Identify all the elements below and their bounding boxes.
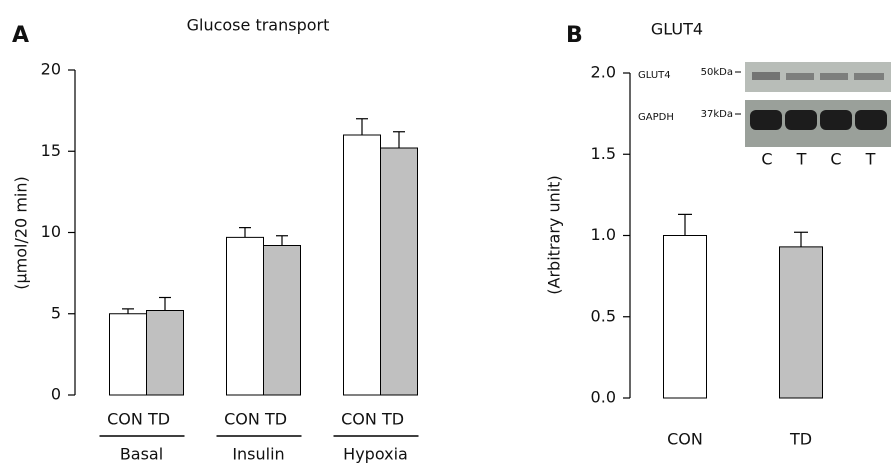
bar bbox=[110, 314, 147, 395]
bar bbox=[780, 247, 823, 398]
x-tick-label: Basal bbox=[120, 445, 163, 464]
blot-band bbox=[854, 73, 884, 80]
y-tick-label: 5 bbox=[51, 303, 61, 322]
chart-title: Glucose transport bbox=[187, 16, 330, 35]
legend-label: CON bbox=[107, 410, 143, 429]
x-tick-label: Hypoxia bbox=[343, 445, 408, 464]
legend-label: TD bbox=[147, 410, 170, 429]
blot-row-label: GLUT4 bbox=[638, 70, 671, 81]
blot-row-label: GAPDH bbox=[638, 112, 674, 123]
bar bbox=[147, 311, 184, 396]
y-tick-label: 1.0 bbox=[591, 225, 616, 244]
y-axis-label: (μmol/20 min) bbox=[12, 176, 31, 290]
legend-label: CON bbox=[224, 410, 260, 429]
y-axis-label: (Arbitrary unit) bbox=[545, 175, 564, 294]
panel-label: A bbox=[12, 23, 29, 48]
y-tick-label: 2.0 bbox=[591, 63, 616, 82]
x-tick-label: TD bbox=[789, 430, 812, 449]
blot-lane-label: C bbox=[830, 150, 841, 169]
bar bbox=[227, 237, 264, 395]
blot-lane-label: T bbox=[865, 150, 876, 169]
blot bbox=[745, 62, 891, 147]
blot-band bbox=[752, 72, 780, 80]
legend-label: TD bbox=[264, 410, 287, 429]
blot-band bbox=[855, 110, 887, 130]
bar bbox=[664, 236, 707, 399]
y-tick-label: 15 bbox=[41, 141, 61, 160]
blot-band bbox=[785, 110, 817, 130]
y-tick-label: 1.5 bbox=[591, 144, 616, 163]
blot-marker: 50kDa bbox=[701, 67, 733, 78]
figure: A Glucose transport (μmol/20 min) B GLUT… bbox=[0, 0, 891, 466]
x-tick-label: CON bbox=[667, 430, 703, 449]
y-tick-label: 0.5 bbox=[591, 306, 616, 325]
y-tick-label: 10 bbox=[41, 222, 61, 241]
y-tick-label: 20 bbox=[41, 60, 61, 79]
x-tick-label: Insulin bbox=[232, 445, 284, 464]
blot-band bbox=[750, 110, 782, 130]
blot-band bbox=[820, 73, 848, 80]
bar bbox=[264, 246, 301, 396]
blot-band bbox=[820, 110, 852, 130]
panel-label: B bbox=[566, 23, 583, 48]
blot-lane-label: C bbox=[761, 150, 772, 169]
blot-marker: 37kDa bbox=[701, 109, 733, 120]
legend-label: CON bbox=[341, 410, 377, 429]
blot-lane-label: T bbox=[796, 150, 807, 169]
y-tick-label: 0.0 bbox=[591, 388, 616, 407]
legend-label: TD bbox=[381, 410, 404, 429]
blot-band bbox=[786, 73, 814, 80]
y-tick-label: 0 bbox=[51, 385, 61, 404]
bar bbox=[344, 135, 381, 395]
chart-title: GLUT4 bbox=[651, 20, 703, 39]
bar bbox=[381, 148, 418, 395]
